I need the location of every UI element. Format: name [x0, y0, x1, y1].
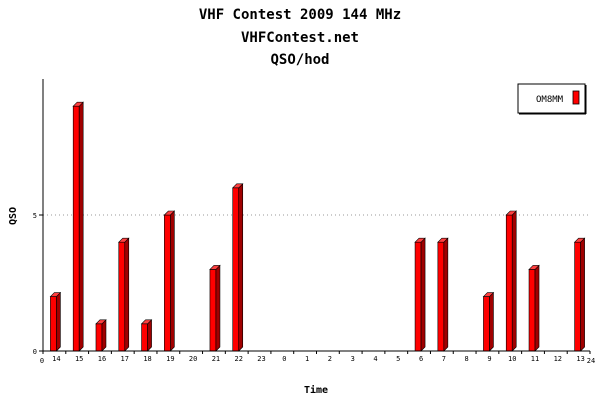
bar — [414, 237, 426, 352]
bar-front — [95, 323, 103, 352]
bar — [209, 264, 221, 352]
x-tick-label: 6 — [419, 355, 423, 363]
x-tick-label: 3 — [351, 355, 355, 363]
x-tick-label: 22 — [235, 355, 243, 363]
legend-series-label: OM8MM — [536, 95, 564, 105]
bar-side — [215, 264, 221, 352]
bar — [72, 101, 84, 352]
bar-top — [482, 292, 495, 297]
x-tick-label: 23 — [257, 355, 265, 363]
bar-top — [232, 183, 244, 189]
y-tick-label: 0 — [33, 348, 37, 356]
bar-top — [72, 101, 84, 107]
bar-top — [118, 237, 130, 243]
x-tick-label: 13 — [576, 355, 584, 363]
x-tick-label: 0 — [282, 355, 286, 363]
bar — [437, 237, 449, 352]
x-tick-label: 20 — [189, 355, 197, 363]
x-tick-label: 9 — [487, 355, 491, 363]
bar-front — [164, 214, 171, 352]
bar-front — [141, 323, 148, 352]
bar-front — [483, 296, 490, 352]
bar-front — [232, 187, 240, 352]
y-axis-title: QSO — [8, 207, 19, 225]
bar-front — [72, 105, 80, 352]
bar-front — [505, 214, 513, 352]
bar — [163, 210, 176, 352]
x-tick-label: 7 — [442, 355, 446, 363]
x-tick-label: 5 — [396, 355, 400, 363]
x-tick-label: 17 — [121, 355, 129, 363]
x-tick-label: 21 — [212, 355, 220, 363]
x-tick-label: 2 — [328, 355, 332, 363]
x-start-tick-label: 0 — [40, 357, 44, 365]
bar-front — [414, 241, 422, 352]
x-tick-label: 18 — [143, 355, 151, 363]
bar — [505, 210, 517, 352]
bar-top — [528, 265, 540, 270]
bar-top — [95, 319, 107, 325]
bar-front — [118, 241, 126, 352]
bar-top — [437, 237, 449, 243]
bar — [528, 264, 540, 352]
bar-side — [56, 291, 61, 352]
x-axis-title: Time — [304, 384, 328, 396]
bar — [232, 183, 244, 352]
bar-top — [209, 265, 221, 270]
bar — [482, 291, 495, 352]
bar-top — [573, 237, 586, 243]
x-tick-label: 11 — [531, 355, 539, 363]
bar-front — [437, 241, 445, 352]
bar-side — [101, 319, 107, 352]
bars-layer — [49, 101, 586, 352]
bar-side — [124, 237, 130, 352]
bar-side — [170, 210, 175, 352]
bar — [118, 237, 130, 352]
chart-subtitle-2: QSO/hod — [270, 52, 329, 68]
x-tick-label: 12 — [554, 355, 562, 363]
bar-side — [511, 210, 517, 352]
bar-side — [534, 264, 540, 352]
bar-front — [50, 296, 57, 352]
y-tick-label: 5 — [33, 212, 37, 220]
bar-top — [49, 292, 62, 297]
legend-swatch — [572, 90, 580, 105]
x-tick-label: 19 — [166, 355, 174, 363]
x-tick-label: 15 — [75, 355, 83, 363]
bar-side — [238, 183, 244, 352]
bar-front — [528, 269, 536, 352]
bar — [49, 291, 62, 352]
bar-front — [574, 241, 581, 352]
bar-top — [505, 210, 517, 216]
legend: OM8MM — [517, 83, 587, 115]
bar-side — [443, 237, 449, 352]
chart-subtitle: VHFContest.net — [241, 30, 359, 46]
chart-title: VHF Contest 2009 144 MHz — [199, 7, 401, 23]
x-tick-label: 1 — [305, 355, 309, 363]
bar — [95, 319, 107, 352]
bar-top — [163, 210, 176, 216]
bar-top — [140, 319, 153, 325]
bar — [573, 237, 586, 352]
x-end-tick-label: 24 — [587, 357, 595, 365]
bar-top — [414, 237, 426, 243]
x-tick-label: 8 — [465, 355, 469, 363]
bar-side — [147, 319, 152, 352]
x-tick-label: 16 — [98, 355, 106, 363]
x-tick-label: 4 — [373, 355, 377, 363]
bar-side — [78, 101, 84, 352]
x-tick-label: 14 — [52, 355, 60, 363]
bar-side — [489, 291, 494, 352]
bar-front — [209, 269, 217, 352]
bar-side — [580, 237, 585, 352]
x-tick-label: 10 — [508, 355, 516, 363]
bar — [140, 319, 153, 352]
bar-side — [420, 237, 426, 352]
